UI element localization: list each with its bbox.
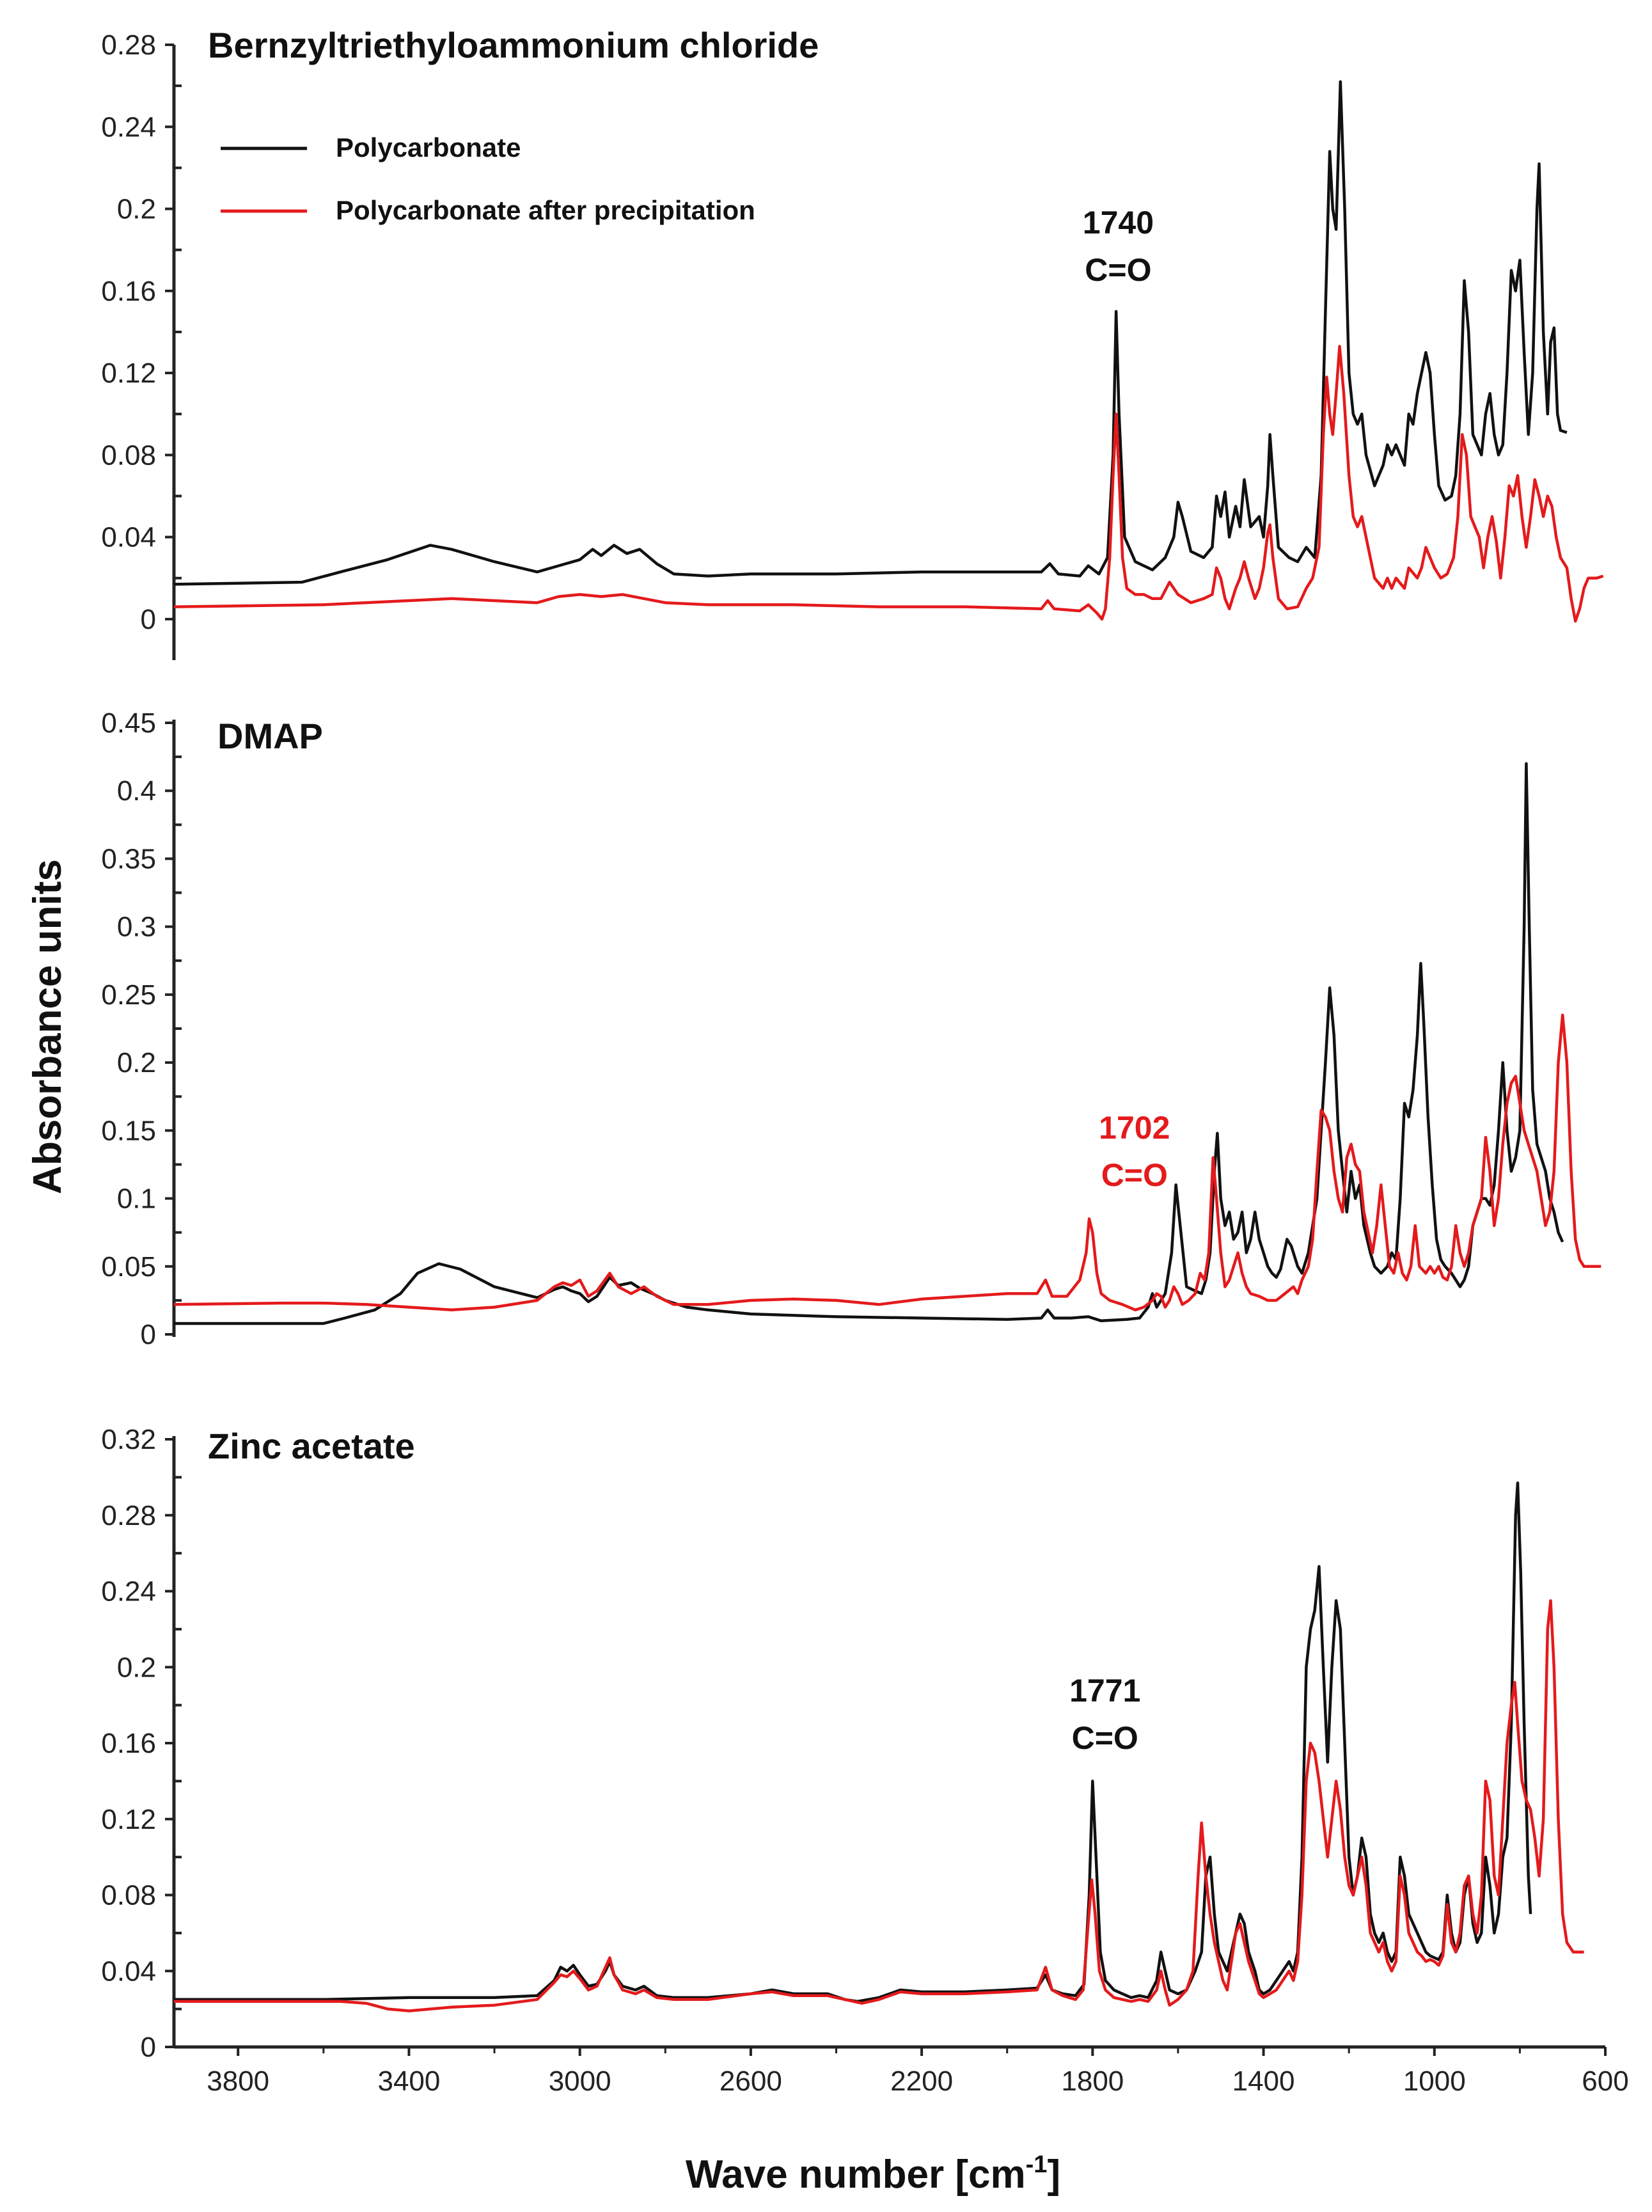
y-ticks: 0 0.04 0.08 0.12 0.16 0.2 0.24 0.28 0.32	[101, 1424, 182, 2063]
peak-wavenumber-label: 1740	[1083, 205, 1154, 241]
peak-group-label: C=O	[1101, 1157, 1168, 1193]
y-tick-label: 0.2	[117, 1652, 156, 1683]
y-axis-title: Absorbance units	[26, 859, 70, 1194]
panel-title: Bernzyltriethyloammonium chloride	[208, 25, 819, 65]
y-tick-label: 0	[141, 1319, 156, 1350]
y-tick-label: 0.12	[101, 1804, 156, 1835]
y-tick-label: 0.08	[101, 1880, 156, 1911]
y-tick-label: 0.4	[117, 775, 156, 807]
peak-group-label: C=O	[1072, 1720, 1138, 1756]
plot-area	[173, 762, 1601, 1325]
x-axis-title-end: ]	[1047, 2153, 1060, 2197]
legend-label-polycarbonate: Polycarbonate	[336, 132, 521, 162]
peak-annotation: 1740 C=O	[1083, 205, 1154, 288]
peak-wavenumber-label: 1702	[1099, 1110, 1170, 1146]
x-ticks: 3800 3400 3000 2600 2200 1800 1400 1000 600	[207, 2047, 1629, 2097]
y-tick-label: 0.24	[101, 1576, 156, 1608]
y-tick-label: 0.35	[101, 843, 156, 874]
panel-benzyltriethylammonium: 0 0.04 0.08 0.12 0.16 0.2 0.24 0.28 Bernzyltrie…	[101, 25, 1604, 660]
peak-group-label: C=O	[1085, 252, 1151, 288]
y-tick-label: 0.3	[117, 912, 156, 943]
y-tick-label: 0.05	[101, 1251, 156, 1283]
legend: Polycarbonate Polycarbonate after precip…	[221, 132, 755, 225]
plot-area	[173, 80, 1604, 623]
y-tick-label: 0.45	[101, 707, 156, 739]
x-tick-label: 1400	[1232, 2066, 1295, 2097]
plot-area	[174, 1481, 1584, 2012]
y-tick-label: 0.16	[101, 1728, 156, 1759]
series-line-polycarbonate-after-precipitation	[173, 1013, 1601, 1312]
y-tick-label: 0.32	[101, 1424, 156, 1455]
x-tick-label: 3800	[207, 2066, 269, 2097]
series-line-polycarbonate	[173, 80, 1568, 586]
panel-title: Zinc acetate	[208, 1426, 415, 1466]
y-tick-label: 0.28	[101, 1500, 156, 1531]
y-tick-label: 0.25	[101, 979, 156, 1011]
y-tick-label: 0	[141, 604, 156, 635]
x-tick-label: 2600	[720, 2066, 782, 2097]
series-line-polycarbonate-after-precipitation	[174, 1599, 1584, 2012]
y-tick-label: 0.1	[117, 1183, 156, 1215]
series-line-polycarbonate-after-precipitation	[173, 345, 1604, 623]
x-axis-title-main: Wave number [cm	[686, 2153, 1026, 2197]
x-tick-label: 2200	[890, 2066, 953, 2097]
x-tick-label: 1800	[1061, 2066, 1124, 2097]
y-ticks: 0 0.05 0.1 0.15 0.2 0.25 0.3 0.35 0.4 0.45	[101, 707, 182, 1350]
y-tick-label: 0.28	[101, 29, 156, 61]
x-tick-label: 3400	[377, 2066, 440, 2097]
y-tick-label: 0.15	[101, 1115, 156, 1146]
y-tick-label: 0.2	[117, 1047, 156, 1078]
y-tick-label: 0.04	[101, 1955, 156, 1987]
y-tick-label: 0.12	[101, 358, 156, 389]
x-tick-label: 1000	[1403, 2066, 1466, 2097]
peak-annotation: 1771 C=O	[1069, 1673, 1140, 1756]
x-axis-title-superscript: -1	[1026, 2151, 1048, 2178]
x-tick-label: 3000	[549, 2066, 611, 2097]
peak-annotation: 1702 C=O	[1099, 1110, 1170, 1193]
panel-dmap: 0 0.05 0.1 0.15 0.2 0.25 0.3 0.35 0.4 0.45 DMAP 1…	[101, 707, 1601, 1350]
y-tick-label: 0.04	[101, 522, 156, 553]
peak-wavenumber-label: 1771	[1069, 1673, 1140, 1709]
y-ticks: 0 0.04 0.08 0.12 0.16 0.2 0.24 0.28	[101, 29, 182, 635]
panel-zinc-acetate: 0 0.04 0.08 0.12 0.16 0.2 0.24 0.28 0.32 3800 340…	[101, 1424, 1628, 2097]
y-tick-label: 0.24	[101, 111, 156, 143]
legend-label-after-precipitation: Polycarbonate after precipitation	[336, 195, 755, 225]
x-tick-label: 600	[1582, 2066, 1628, 2097]
y-tick-label: 0.2	[117, 194, 156, 225]
y-tick-label: 0.16	[101, 276, 156, 307]
x-axis-title: Wave number [cm-1]	[686, 2151, 1060, 2197]
panel-title: DMAP	[217, 716, 323, 756]
y-tick-label: 0	[141, 2032, 156, 2063]
y-tick-label: 0.08	[101, 439, 156, 471]
